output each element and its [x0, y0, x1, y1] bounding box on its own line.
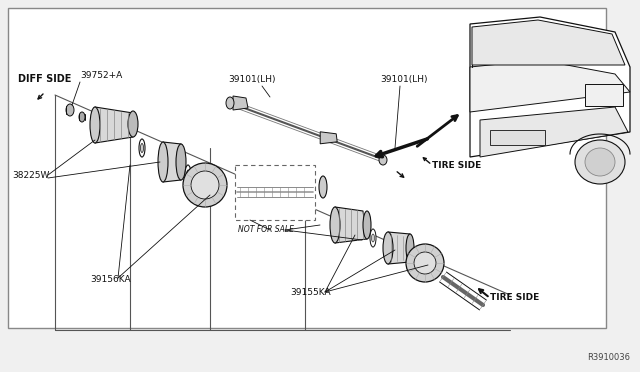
Polygon shape: [388, 232, 410, 264]
Polygon shape: [233, 96, 248, 110]
Text: DIFF SIDE: DIFF SIDE: [18, 74, 72, 84]
Bar: [235, 165, 315, 220]
Ellipse shape: [176, 144, 186, 180]
Ellipse shape: [90, 107, 100, 143]
Polygon shape: [95, 107, 133, 143]
Ellipse shape: [330, 207, 340, 243]
Ellipse shape: [379, 155, 387, 165]
Bar: [585, 84, 623, 106]
Text: TIRE SIDE: TIRE SIDE: [490, 293, 540, 302]
Polygon shape: [470, 17, 630, 157]
Ellipse shape: [575, 140, 625, 184]
Ellipse shape: [141, 144, 143, 153]
Text: 39101(LH): 39101(LH): [228, 75, 275, 84]
Text: TIRE SIDE: TIRE SIDE: [432, 161, 481, 170]
Ellipse shape: [186, 170, 189, 180]
Ellipse shape: [363, 211, 371, 239]
Ellipse shape: [79, 112, 85, 122]
Bar: [8, 8, 606, 328]
Ellipse shape: [66, 104, 74, 116]
Ellipse shape: [585, 148, 615, 176]
Polygon shape: [470, 60, 630, 112]
Ellipse shape: [226, 97, 234, 109]
Ellipse shape: [406, 244, 444, 282]
Text: 39156KA: 39156KA: [90, 275, 131, 284]
Bar: [490, 130, 545, 145]
Text: 39101(LH): 39101(LH): [380, 75, 428, 84]
Text: 39155KA: 39155KA: [290, 288, 331, 297]
Polygon shape: [320, 132, 337, 144]
Polygon shape: [335, 207, 367, 243]
Ellipse shape: [183, 163, 227, 207]
Polygon shape: [472, 20, 625, 65]
Ellipse shape: [414, 252, 436, 274]
Ellipse shape: [158, 142, 168, 182]
Ellipse shape: [139, 139, 145, 157]
Ellipse shape: [371, 234, 374, 242]
Polygon shape: [163, 142, 181, 182]
Polygon shape: [480, 107, 628, 157]
Ellipse shape: [370, 229, 376, 247]
Text: NOT FOR SALE: NOT FOR SALE: [238, 225, 294, 234]
Text: R3910036: R3910036: [587, 353, 630, 362]
Ellipse shape: [185, 165, 191, 185]
Ellipse shape: [406, 234, 414, 262]
Ellipse shape: [128, 111, 138, 137]
Ellipse shape: [191, 171, 219, 199]
Text: 38225W: 38225W: [12, 171, 49, 180]
Ellipse shape: [383, 232, 393, 264]
Text: 39752+A: 39752+A: [80, 71, 122, 80]
Ellipse shape: [319, 176, 327, 198]
